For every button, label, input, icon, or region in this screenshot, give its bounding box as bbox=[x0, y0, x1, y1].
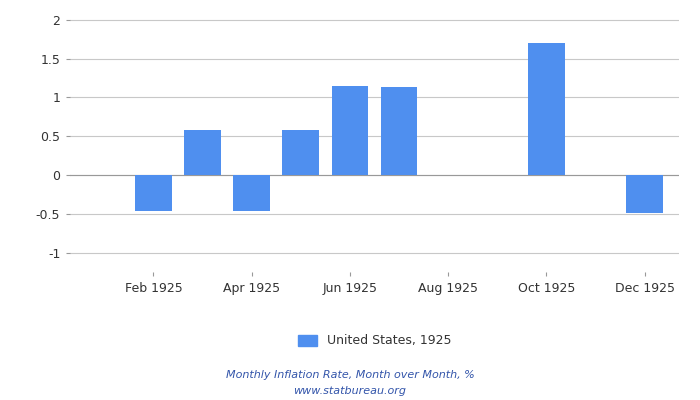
Bar bbox=[282, 130, 319, 175]
Bar bbox=[184, 130, 221, 175]
Bar bbox=[626, 175, 663, 213]
Bar bbox=[528, 43, 565, 175]
Text: www.statbureau.org: www.statbureau.org bbox=[293, 386, 407, 396]
Bar bbox=[135, 175, 172, 212]
Bar bbox=[381, 86, 417, 175]
Text: Monthly Inflation Rate, Month over Month, %: Monthly Inflation Rate, Month over Month… bbox=[225, 370, 475, 380]
Bar bbox=[332, 86, 368, 175]
Bar bbox=[233, 175, 270, 212]
Legend: United States, 1925: United States, 1925 bbox=[293, 330, 456, 352]
